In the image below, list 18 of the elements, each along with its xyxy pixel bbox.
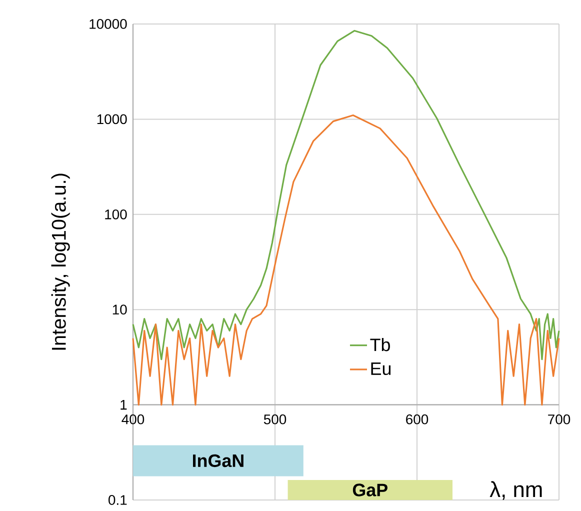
x-tick-label: 400 bbox=[122, 414, 144, 424]
legend-label: Tb bbox=[370, 338, 390, 352]
y-tick-label: 0.1 bbox=[108, 495, 127, 505]
x-tick-label: 600 bbox=[406, 414, 428, 424]
y-tick-label: 10000 bbox=[90, 19, 127, 29]
y-tick-label: 10 bbox=[112, 304, 127, 315]
legend-label: Eu bbox=[371, 362, 391, 376]
line-series bbox=[132, 114, 560, 406]
band-label: GaP bbox=[352, 484, 388, 496]
line-series bbox=[132, 30, 560, 360]
x-tick-label: 500 bbox=[264, 414, 286, 424]
x-axis-title: λ, nm bbox=[490, 481, 542, 500]
band-label: InGaN bbox=[193, 454, 244, 468]
y-tick-label: 1 bbox=[120, 400, 127, 410]
y-axis-title: Intensity, log10(a.u.) bbox=[51, 174, 70, 350]
y-tick-label: 100 bbox=[105, 209, 127, 220]
y-tick-label: 1000 bbox=[97, 114, 127, 124]
x-tick-label: 700 bbox=[548, 414, 570, 424]
